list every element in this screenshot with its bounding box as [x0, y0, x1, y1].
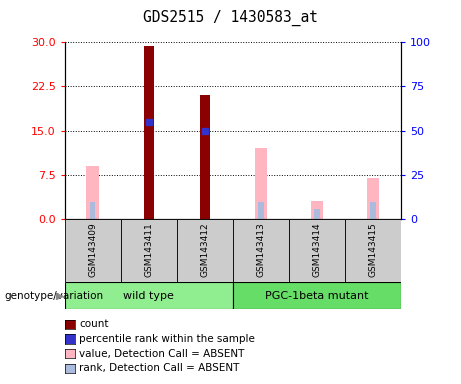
- Bar: [200, 95, 210, 219]
- Bar: [233, 282, 401, 309]
- Text: percentile rank within the sample: percentile rank within the sample: [79, 334, 255, 344]
- Text: rank, Detection Call = ABSENT: rank, Detection Call = ABSENT: [79, 363, 240, 373]
- Bar: [86, 166, 99, 219]
- Text: genotype/variation: genotype/variation: [5, 291, 104, 301]
- Text: GSM143414: GSM143414: [313, 222, 321, 276]
- Text: wild type: wild type: [123, 291, 174, 301]
- Bar: [121, 219, 177, 282]
- Bar: [289, 219, 345, 282]
- Bar: [367, 178, 379, 219]
- Text: GDS2515 / 1430583_at: GDS2515 / 1430583_at: [143, 10, 318, 26]
- Text: GSM143415: GSM143415: [368, 222, 378, 276]
- Text: GSM143411: GSM143411: [144, 222, 153, 276]
- Bar: [65, 282, 233, 309]
- Bar: [370, 202, 376, 219]
- Text: PGC-1beta mutant: PGC-1beta mutant: [265, 291, 369, 301]
- Text: count: count: [79, 319, 109, 329]
- Bar: [65, 219, 121, 282]
- Bar: [258, 202, 264, 219]
- Bar: [144, 46, 154, 219]
- Text: GSM143413: GSM143413: [256, 222, 266, 276]
- Bar: [345, 219, 401, 282]
- Bar: [311, 201, 323, 219]
- Bar: [177, 219, 233, 282]
- Bar: [314, 209, 320, 219]
- Bar: [233, 219, 289, 282]
- Text: GSM143409: GSM143409: [88, 222, 97, 276]
- Bar: [254, 148, 267, 219]
- Text: value, Detection Call = ABSENT: value, Detection Call = ABSENT: [79, 349, 245, 359]
- Bar: [90, 202, 95, 219]
- Text: GSM143412: GSM143412: [200, 222, 209, 276]
